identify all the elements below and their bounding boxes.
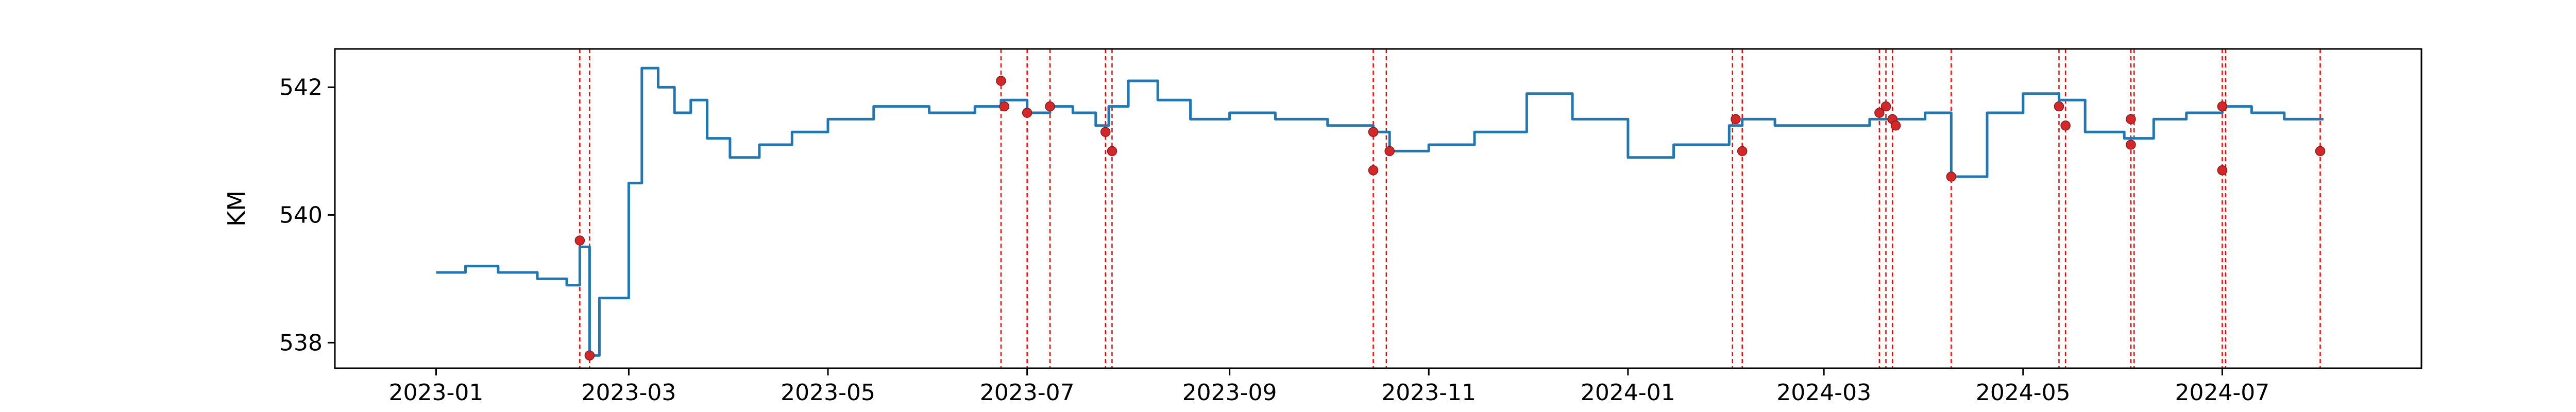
event-marker (1368, 165, 1379, 176)
x-tick-label: 2023-07 (980, 380, 1075, 406)
event-marker (1737, 146, 1748, 157)
event-marker (1946, 171, 1957, 182)
x-tick-label: 2023-05 (781, 380, 875, 406)
x-tick-label: 2024-03 (1776, 380, 1871, 406)
event-marker (2126, 114, 2136, 125)
event-marker (1107, 146, 1117, 157)
event-marker (1045, 101, 1055, 112)
event-marker (1890, 121, 1901, 131)
event-marker (1731, 114, 1741, 125)
event-marker (1874, 108, 1885, 118)
y-tick-label: 542 (279, 74, 323, 100)
y-tick-label: 540 (279, 202, 323, 228)
y-axis-label: KM (223, 191, 250, 227)
plot-frame (334, 48, 2422, 369)
series-layer (436, 66, 2324, 357)
series-line (436, 66, 2324, 357)
x-tick-label: 2023-01 (389, 380, 484, 406)
event-marker (1880, 101, 1891, 112)
x-tick-label: 2024-07 (2175, 380, 2269, 406)
y-axis: 538 540 542 (279, 74, 335, 356)
event-markers-layer (574, 76, 2326, 360)
x-tick-label: 2023-03 (582, 380, 676, 406)
x-tick-label: 2023-11 (1381, 380, 1476, 406)
event-marker (1100, 127, 1111, 137)
event-marker (574, 235, 585, 246)
event-marker (2060, 121, 2071, 131)
x-tick-label: 2024-01 (1581, 380, 1675, 406)
event-marker (1368, 127, 1379, 137)
event-marker (996, 76, 1006, 86)
x-axis: 2023-01 2023-03 2023-05 2023-07 2023-09 2023-… (389, 368, 2269, 406)
y-tick-label: 538 (279, 330, 323, 356)
event-marker (2054, 101, 2064, 112)
x-tick-label: 2023-09 (1182, 380, 1277, 406)
x-tick-label: 2024-05 (1976, 380, 2071, 406)
event-marker (1022, 108, 1032, 118)
event-marker (1384, 146, 1395, 157)
event-marker (2217, 101, 2228, 112)
event-marker (2217, 165, 2228, 176)
event-marker (2126, 140, 2136, 150)
event-marker (999, 101, 1010, 112)
event-marker (584, 350, 595, 360)
event-marker (2315, 146, 2326, 157)
